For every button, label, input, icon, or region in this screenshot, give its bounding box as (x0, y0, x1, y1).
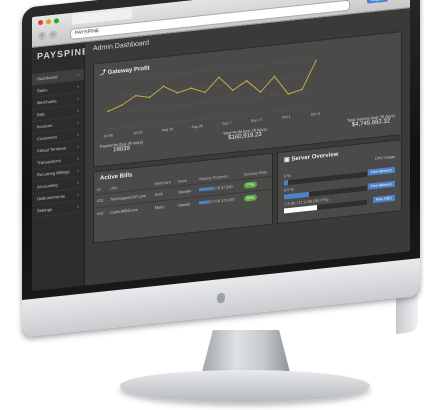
data-point[interactable] (162, 85, 165, 88)
main-content: Admin Dashboard ⤴ Gateway Profit Jul 06 J… (85, 8, 410, 286)
sidebar-item-label: Customers (37, 134, 58, 142)
gridline (108, 58, 316, 82)
window-controls[interactable] (38, 18, 59, 26)
nav-item-icon: ▪ (77, 156, 80, 162)
table-cell: #12 (94, 206, 108, 221)
sidebar-item-label: Settings (37, 206, 53, 214)
server-overview-panel: ▣ Server Overview CPU Usage 5 % Free Memo… (277, 139, 402, 225)
usage-fill (284, 204, 318, 214)
nav-item-icon: ▪ (77, 84, 80, 90)
account-links: Register Log in (367, 0, 402, 4)
apple-logo-icon (217, 292, 225, 304)
data-point[interactable] (148, 96, 151, 99)
sidebar-list: Dashboard ▪ Sales ▪ Merchants ▪ Bills ▪ Invoices… (32, 68, 84, 218)
sidebar-item-label: Dashboard (37, 74, 58, 82)
data-point[interactable] (287, 93, 290, 95)
sidebar-item-label: Bills (37, 111, 45, 118)
volume-progress-bar (198, 186, 217, 192)
chart-icon: ⤴ (100, 69, 108, 77)
progress-fill (198, 186, 214, 192)
sidebar-item-label: Merchants (37, 98, 57, 106)
free-resource-button[interactable]: Free HDD (372, 194, 395, 204)
data-point[interactable] (315, 59, 317, 62)
table-cell: Marty (151, 199, 176, 215)
data-point[interactable] (121, 104, 123, 106)
data-point[interactable] (190, 87, 192, 90)
active-bills-panel: Active Bills ID URL Merchant Bank Volume Pro… (93, 152, 273, 244)
profit-series-line (107, 60, 317, 112)
data-point[interactable] (204, 91, 206, 94)
x-tick-label: Sep 17 (251, 118, 262, 123)
sidebar-item-label: Sales (37, 87, 48, 94)
x-tick-label: Aug 26 (191, 124, 202, 129)
minimize-icon[interactable] (46, 18, 51, 25)
nav-item-icon: ▪ (77, 144, 80, 150)
x-tick-label: Sep 7 (222, 121, 231, 126)
nav-item-icon: ▪ (77, 96, 80, 102)
register-button[interactable]: Register (367, 0, 389, 4)
sidebar: PAYSPINE Dashboard ▪ Sales ▪ Merchants ▪ Bills… (32, 42, 89, 291)
data-point[interactable] (259, 91, 262, 93)
success-rate-badge: 77% (243, 181, 258, 189)
browser-nav: ‹ › (38, 30, 57, 41)
stat-block: Total Profit (last 30 days) $160,919.23 (223, 126, 267, 149)
x-tick-label: Aug 18 (162, 127, 173, 132)
monitor: ‹ › PAYSPINE Register Log in PAYSPINE Da… (22, 0, 420, 338)
stat-block: Total Volume (last 30 days) $4,745,682.32 (347, 113, 395, 136)
data-point[interactable] (218, 76, 220, 79)
x-tick-label: Oct 16 (311, 112, 320, 117)
data-point[interactable] (301, 88, 303, 91)
profit-line-chart: Jul 06 Jul 15 Aug 18 Aug 26 Sep 7 Sep 17 Oct 1… (103, 58, 320, 138)
x-tick-label: Oct 1 (282, 115, 291, 120)
nav-item-icon: ▪ (77, 192, 80, 198)
nav-item-icon: ▪ (77, 120, 80, 126)
success-rate-cell: 81% (240, 189, 272, 206)
nav-item-icon: ▪ (77, 180, 80, 186)
volume-value: $ 172,097 (216, 197, 235, 204)
screen: ‹ › PAYSPINE Register Log in PAYSPINE Da… (32, 0, 410, 291)
sidebar-item-label: Accounting (37, 182, 58, 190)
nav-item-icon: ▪ (77, 132, 80, 138)
back-icon[interactable]: ‹ (38, 31, 46, 41)
data-point[interactable] (273, 75, 276, 78)
forward-icon[interactable]: › (49, 30, 57, 40)
gridline (108, 74, 316, 98)
usage-fill (284, 180, 289, 186)
sidebar-item-label: Invoices (37, 122, 53, 130)
gridline (108, 90, 316, 114)
volume-value: $ 27,200 (216, 184, 233, 191)
nav-item-icon: ▪ (77, 168, 80, 174)
maximize-icon[interactable] (54, 18, 59, 24)
nav-item-icon: ▪ (77, 108, 80, 114)
nav-item-icon: ▪ (77, 72, 80, 78)
x-tick-label: Jul 06 (103, 133, 113, 138)
gridline (108, 106, 316, 130)
close-icon[interactable] (38, 19, 43, 26)
x-tick-label: Jul 15 (133, 130, 143, 135)
usage-fill (284, 191, 309, 200)
progress-fill (198, 200, 210, 205)
data-point[interactable] (134, 94, 137, 97)
data-point[interactable] (232, 89, 234, 92)
monitor-stand-base (120, 370, 370, 402)
data-point[interactable] (176, 92, 179, 94)
data-point[interactable] (107, 110, 109, 113)
table-cell: Danelli (175, 197, 196, 212)
success-rate-badge: 81% (243, 194, 258, 202)
volume-progress-bar (198, 199, 217, 205)
nav-item-icon: ▪ (77, 204, 80, 210)
data-point[interactable] (245, 79, 248, 82)
stat-block: Payments (last 30 days) 18039 (100, 139, 143, 162)
gateway-profit-panel: ⤴ Gateway Profit Jul 06 Jul 15 Aug 18 Aug 2… (93, 31, 402, 168)
